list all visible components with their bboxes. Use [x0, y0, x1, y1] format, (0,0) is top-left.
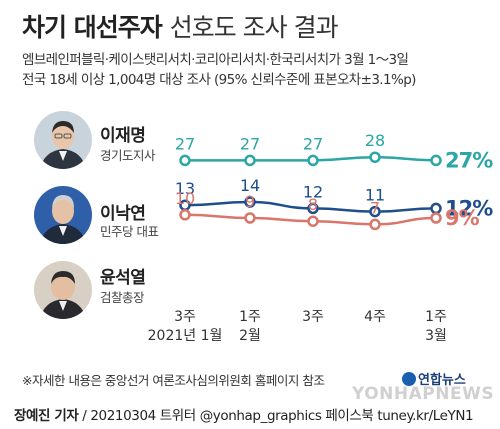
x-tick-sublabel-2: 2월 [239, 328, 261, 344]
series-2-point-3 [307, 202, 319, 215]
survey-info: 엠브레인퍼블릭·케이스탯리서치·코리아리서치·한국리서치가 3월 1～3일 전국… [22, 50, 416, 90]
x-tick-label-5: 1주 [425, 309, 447, 325]
survey-line-1: 엠브레인퍼블릭·케이스탯리서치·코리아리서치·한국리서치가 3월 1～3일 [22, 52, 409, 68]
title-sub: 선호도 조사 결과 [169, 13, 339, 42]
series-2-point-4 [369, 205, 381, 218]
series-1-point-1 [179, 154, 191, 167]
series-3-point-2 [244, 212, 256, 224]
candidate-2-name: 이낙연 [100, 204, 146, 224]
candidate-3-portrait [34, 261, 92, 319]
title-main: 차기 대선주자 [22, 13, 163, 42]
series-3-point-5 [430, 212, 442, 224]
candidate-1-name: 이재명 [100, 126, 146, 146]
series-2-point-5 [430, 202, 442, 215]
series-3-point-3 [307, 215, 319, 227]
candidate-1-portrait [34, 111, 92, 169]
footnote: ※자세한 내용은 중앙선거 여론조사심의위원회 홈페이지 참조 [22, 373, 325, 388]
brand-logo-icon [402, 372, 416, 386]
series-2-point-2 [244, 196, 256, 208]
series-3-data-label-3: 8 [308, 195, 318, 214]
survey-line-2: 전국 18세 이상 1,004명 대상 조사 (95% 신뢰수준에 표본오차±3… [22, 72, 416, 88]
x-tick-label-4: 4주 [364, 309, 386, 325]
x-tick-label-2: 1주 [239, 309, 261, 325]
series-3-data-label-2: 9 [245, 192, 255, 211]
candidate-3-name: 윤석열 [100, 268, 146, 288]
watermark: YONHAPNEWS [352, 384, 495, 404]
x-tick-label-1: 3주 [174, 309, 196, 325]
series-3-point-4 [369, 218, 381, 231]
series-2-data-label-1: 13 [175, 179, 195, 198]
brand-label: 연합뉴스 [418, 373, 466, 388]
x-tick-sublabel-1: 2021년 1월 [148, 328, 223, 344]
x-tick-sublabel-5: 3월 [425, 328, 447, 344]
series-1-data-label-2: 27 [240, 134, 260, 153]
candidate-2-title: 민주당 대표 [100, 224, 159, 239]
series-1-data-label-1: 27 [175, 134, 195, 153]
credit-line: 장예진 기자 / 20210304 트위터 @yonhap_graphics 페… [14, 404, 474, 424]
series-1-point-4 [369, 151, 381, 163]
candidate-1-title: 경기도지사 [100, 148, 156, 163]
credit-reporter: 장예진 기자 [14, 408, 79, 424]
series-1-point-2 [244, 154, 256, 167]
series-3-data-label-1: 10 [175, 189, 195, 208]
x-tick-label-3: 3주 [302, 309, 324, 325]
series-1-point-3 [307, 154, 319, 167]
series-1-data-label-4: 28 [365, 131, 385, 150]
brand: 연합뉴스 [402, 369, 466, 388]
series-3-data-label-4: 7 [370, 198, 380, 217]
series-2-data-label-3: 12 [303, 182, 323, 201]
series-1-point-5 [430, 154, 442, 167]
series-2-end-label: 12% [445, 196, 493, 220]
candidate-3-title: 검찰총장 [100, 290, 145, 305]
chart-title: 차기 대선주자 선호도 조사 결과 [22, 8, 339, 44]
series-1-end-label: 27% [445, 148, 493, 172]
series-2-data-label-4: 11 [365, 186, 385, 205]
candidate-2-portrait [34, 186, 92, 244]
series-2-data-label-2: 14 [240, 176, 260, 195]
credit-rest: / 20210304 트위터 @yonhap_graphics 페이스북 tun… [78, 408, 474, 424]
series-3-end-label: 9% [445, 206, 480, 230]
series-3-point-1 [179, 209, 191, 221]
series-1-data-label-3: 27 [303, 134, 323, 153]
